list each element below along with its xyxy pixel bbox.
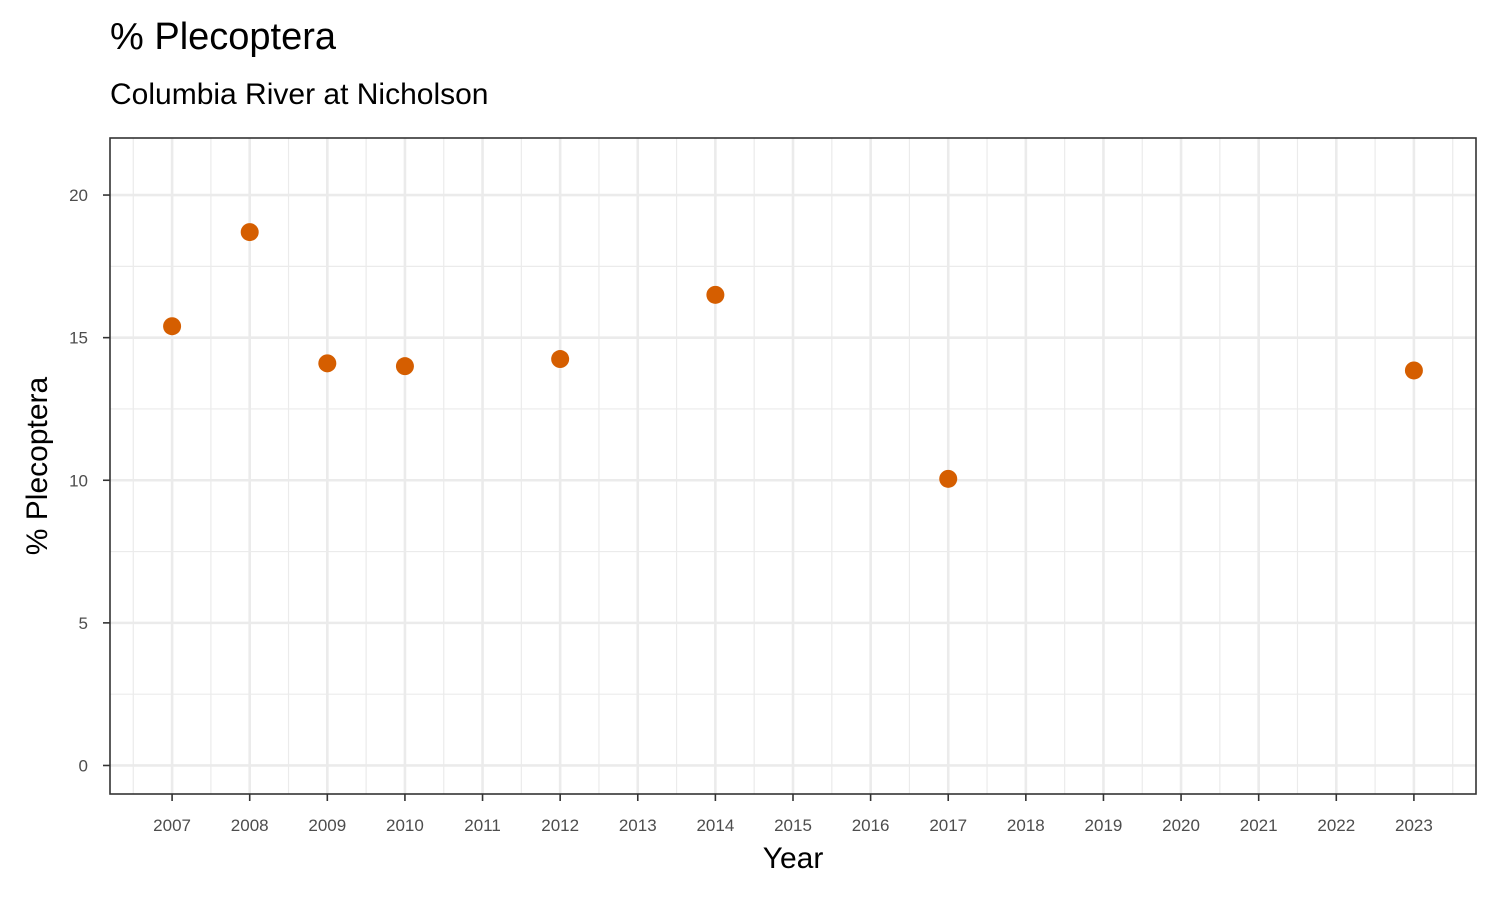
- chart-title: % Plecoptera: [110, 16, 337, 58]
- y-axis-ticks: 0 5 10 15 20: [69, 186, 110, 775]
- data-point: [395, 357, 414, 376]
- x-tick-label: 2007: [153, 816, 191, 835]
- y-tick-label: 5: [79, 614, 88, 633]
- data-point: [1404, 361, 1423, 380]
- x-tick-label: 2008: [231, 816, 269, 835]
- y-tick-label: 10: [69, 471, 88, 490]
- x-axis-title: Year: [763, 842, 824, 875]
- x-tick-label: 2014: [696, 816, 734, 835]
- data-points: [163, 223, 1423, 488]
- major-gridlines: [110, 138, 1476, 794]
- x-tick-label: 2018: [1007, 816, 1045, 835]
- y-tick-label: 15: [69, 329, 88, 348]
- x-tick-label: 2013: [619, 816, 657, 835]
- data-point: [318, 354, 337, 373]
- x-tick-label: 2010: [386, 816, 424, 835]
- x-tick-label: 2009: [308, 816, 346, 835]
- y-tick-label: 0: [79, 756, 88, 775]
- x-tick-label: 2020: [1162, 816, 1200, 835]
- x-tick-label: 2015: [774, 816, 812, 835]
- y-axis-title: % Plecoptera: [21, 376, 54, 555]
- data-point: [240, 223, 259, 242]
- x-axis-ticks: 2007 2008 2009 2010 2011 2012 2013 2014 2015 2016…: [153, 794, 1433, 835]
- x-tick-label: 2016: [852, 816, 890, 835]
- x-tick-label: 2011: [464, 816, 501, 835]
- x-tick-label: 2017: [929, 816, 967, 835]
- chart-subtitle: Columbia River at Nicholson: [110, 78, 489, 111]
- y-tick-label: 20: [69, 186, 88, 205]
- x-tick-label: 2019: [1085, 816, 1123, 835]
- data-point: [939, 469, 958, 488]
- data-point: [551, 350, 570, 369]
- x-tick-label: 2021: [1240, 816, 1278, 835]
- data-point: [163, 317, 182, 336]
- data-point: [706, 285, 725, 304]
- x-tick-label: 2012: [541, 816, 579, 835]
- x-tick-label: 2023: [1395, 816, 1433, 835]
- x-tick-label: 2022: [1317, 816, 1355, 835]
